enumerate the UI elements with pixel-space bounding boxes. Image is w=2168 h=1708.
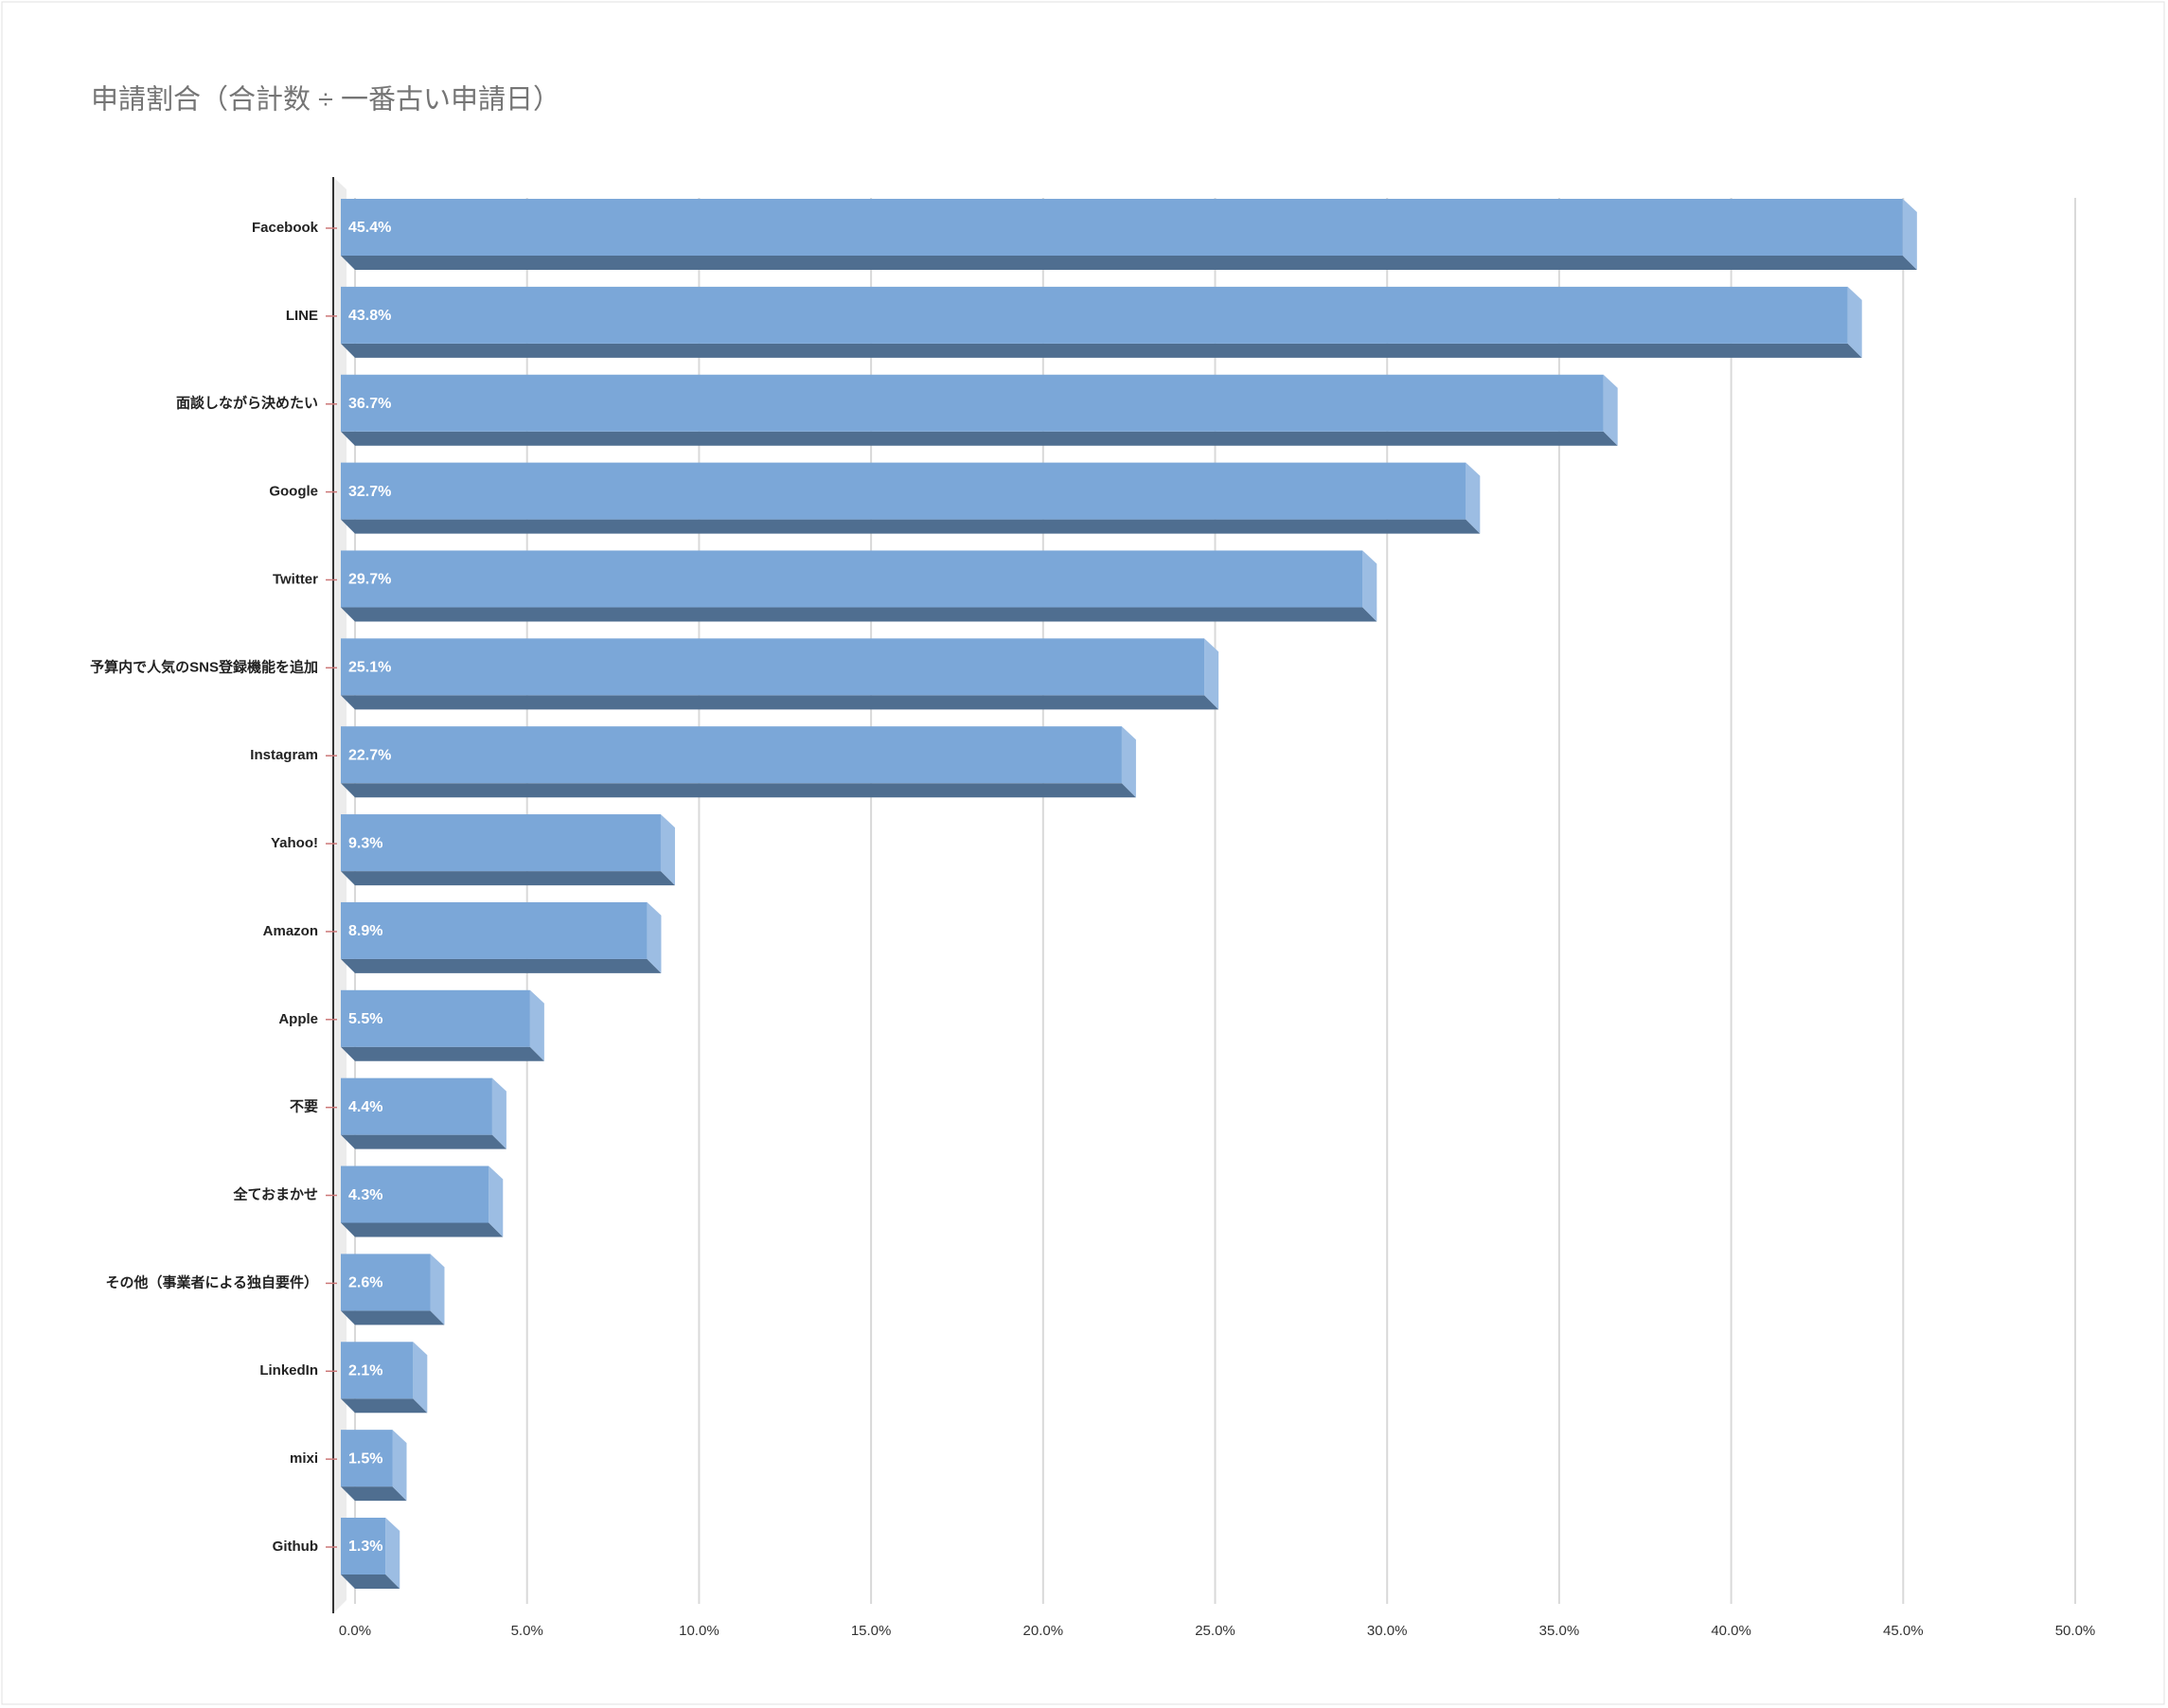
value-label: 43.8%	[348, 308, 391, 324]
x-tick-label: 15.0%	[851, 1623, 892, 1639]
bar	[341, 1165, 489, 1223]
bar-bottom	[341, 1134, 506, 1149]
y-tick-label: その他（事業者による独自要件）	[105, 1273, 318, 1290]
y-tick-label: Instagram	[250, 747, 318, 763]
bar-side	[385, 1518, 400, 1589]
y-tick-label: Amazon	[263, 923, 318, 939]
value-label: 4.4%	[348, 1099, 382, 1115]
value-label: 4.3%	[348, 1187, 382, 1203]
value-label: 32.7%	[348, 484, 391, 500]
x-tick-label: 45.0%	[1883, 1623, 1924, 1639]
bar	[341, 638, 1205, 696]
bar	[341, 1077, 492, 1135]
chart-title: 申請割合（合計数 ÷ 一番古い申請日）	[91, 84, 560, 116]
x-tick-label: 0.0%	[339, 1623, 371, 1639]
bar	[341, 199, 1903, 256]
y-tick-label: Google	[269, 484, 318, 500]
bar	[341, 1342, 414, 1399]
bar	[341, 462, 1466, 520]
bar-side	[392, 1430, 407, 1502]
value-label: 2.1%	[348, 1362, 382, 1379]
bar-side	[1902, 199, 1917, 270]
y-tick-label: 不要	[290, 1099, 318, 1115]
value-label: 1.5%	[348, 1450, 382, 1467]
value-label: 36.7%	[348, 396, 391, 412]
bar-bottom	[341, 431, 1618, 446]
x-tick-label: 40.0%	[1711, 1623, 1751, 1639]
y-tick-label: 全ておまかせ	[232, 1186, 318, 1203]
y-tick-label: 面談しながら決めたい	[176, 395, 318, 412]
value-label: 1.3%	[348, 1539, 382, 1555]
y-tick-label: LINE	[286, 308, 318, 324]
x-tick-label: 10.0%	[679, 1623, 720, 1639]
bar-side	[1603, 374, 1618, 446]
y-tick-label: Github	[273, 1539, 318, 1555]
bar-side	[1204, 638, 1219, 710]
bar-bottom	[341, 1575, 400, 1589]
value-label: 45.4%	[348, 220, 391, 236]
bar-side	[413, 1342, 428, 1414]
bar-bottom	[341, 958, 662, 973]
bar	[341, 374, 1604, 432]
x-tick-label: 35.0%	[1539, 1623, 1580, 1639]
bar-bottom	[341, 783, 1136, 798]
x-tick-label: 5.0%	[511, 1623, 543, 1639]
bar	[341, 1254, 431, 1311]
y-tick-label: Yahoo!	[271, 835, 318, 851]
bar-side	[1362, 550, 1377, 622]
bar-bottom	[341, 871, 675, 886]
bar-bottom	[341, 256, 1917, 270]
value-label: 8.9%	[348, 923, 382, 939]
bar-side	[647, 901, 662, 973]
bar-bottom	[341, 607, 1377, 622]
value-label: 9.3%	[348, 835, 382, 851]
value-label: 2.6%	[348, 1275, 382, 1291]
bar	[341, 901, 648, 959]
bar	[341, 1430, 393, 1487]
bar-side	[660, 814, 675, 886]
bar-bottom	[341, 519, 1481, 534]
bar-side	[489, 1165, 504, 1237]
bar-bottom	[341, 1046, 544, 1061]
y-tick-label: Apple	[278, 1011, 318, 1027]
bar	[341, 989, 530, 1047]
bar-side	[529, 989, 544, 1061]
x-tick-label: 20.0%	[1023, 1623, 1064, 1639]
bar-side	[430, 1254, 445, 1325]
bar	[341, 1518, 386, 1575]
value-label: 22.7%	[348, 747, 391, 763]
bar-bottom	[341, 1222, 504, 1237]
bar-bottom	[341, 1486, 407, 1502]
y-tick-label: Facebook	[252, 220, 319, 236]
y-tick-label: 予算内で人気のSNS登録機能を追加	[90, 658, 318, 675]
bar	[341, 726, 1122, 784]
value-label: 5.5%	[348, 1011, 382, 1027]
bar-bottom	[341, 1310, 445, 1325]
bar	[341, 286, 1848, 344]
bar	[341, 814, 661, 872]
bar-bottom	[341, 343, 1862, 358]
y-tick-label: LinkedIn	[259, 1362, 318, 1379]
bar	[341, 550, 1363, 608]
x-tick-label: 30.0%	[1367, 1623, 1408, 1639]
bar-bottom	[341, 695, 1219, 710]
bar-side	[1466, 462, 1481, 534]
x-tick-label: 25.0%	[1195, 1623, 1235, 1639]
y-tick-label: Twitter	[273, 571, 318, 587]
x-tick-label: 50.0%	[2055, 1623, 2096, 1639]
y-tick-label: mixi	[290, 1450, 318, 1467]
bar-side	[1847, 286, 1862, 358]
bar-side	[1121, 726, 1136, 798]
bar-bottom	[341, 1398, 428, 1414]
value-label: 29.7%	[348, 572, 391, 588]
value-label: 25.1%	[348, 660, 391, 676]
bar-side	[491, 1077, 506, 1149]
